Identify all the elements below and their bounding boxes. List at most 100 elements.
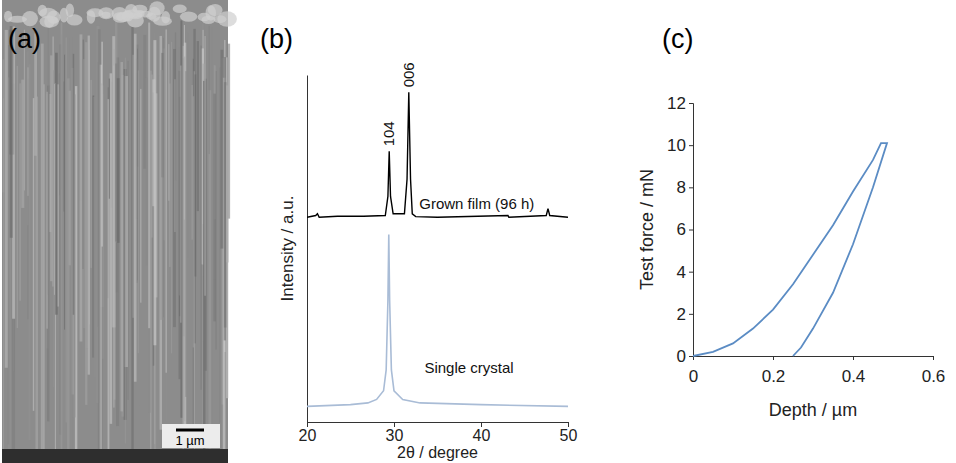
image-streak (109, 79, 110, 199)
scale-bar-patch (162, 424, 220, 448)
image-streak (224, 57, 226, 340)
tick-label: 30 (386, 427, 404, 444)
tick-mark (689, 103, 693, 104)
image-grain (180, 11, 197, 21)
tick: 50 (560, 422, 578, 444)
image-streak (139, 71, 141, 405)
scale-bar (176, 429, 204, 432)
image-streak (165, 22, 167, 420)
image-grain (206, 5, 217, 20)
image-streak (153, 40, 156, 345)
image-streak (193, 96, 195, 347)
image-streak (226, 85, 229, 262)
image-grain (4, 11, 12, 23)
image-streak (67, 78, 70, 449)
image-texture (2, 1, 236, 449)
tick: 4 (677, 263, 693, 282)
scale-bar-label: 1 µm (175, 433, 204, 448)
image-streak (19, 83, 21, 300)
axis-line (689, 104, 694, 357)
x-axis-title: Depth / µm (769, 400, 857, 420)
tick: 12 (667, 94, 693, 113)
panel-label: (a) (8, 24, 41, 54)
image-streak (53, 70, 54, 387)
image-streak (146, 78, 148, 265)
tick-label: 0.2 (762, 367, 786, 386)
tick: 40 (473, 422, 491, 444)
image-streak (160, 70, 163, 320)
image-streak (90, 80, 91, 268)
image-streak (49, 94, 51, 232)
tick: 0 (689, 356, 698, 386)
image-streak (2, 59, 4, 192)
x-axis: 0 0.2 0.4 0.6 (689, 356, 946, 386)
image-streak (168, 44, 169, 201)
tick-label: 4 (677, 263, 686, 282)
y-axis-title: Intensity / a.u. (278, 196, 297, 302)
image-grain (98, 7, 113, 19)
image-streak (183, 57, 186, 422)
image-streak (213, 94, 216, 322)
image-streak (180, 66, 182, 323)
image-streak (69, 37, 72, 449)
image-grain (173, 4, 187, 13)
image-streak (43, 84, 45, 449)
image-streak (209, 26, 210, 154)
image-grain (122, 10, 134, 21)
tick-mark (689, 145, 693, 146)
panel-a: 1 µm (a) (2, 0, 237, 463)
x-axis-title: 2θ / degree (397, 444, 478, 461)
image-streak (125, 58, 126, 444)
tick: 0.4 (842, 356, 866, 386)
load-curve (693, 143, 887, 356)
tick-mark (568, 422, 569, 427)
tick-label: 8 (677, 178, 686, 197)
image-streak (48, 23, 49, 294)
panel-label: (b) (260, 24, 293, 54)
image-streak (35, 97, 38, 449)
image-grain (39, 8, 57, 19)
tick-mark (689, 272, 693, 273)
image-streak (64, 55, 66, 330)
image-streak (204, 36, 206, 296)
image-streak (101, 42, 103, 247)
plot-area (307, 92, 568, 406)
tick-mark (689, 187, 693, 188)
tick-mark (481, 422, 482, 427)
image-streak (200, 46, 202, 390)
image-grain (214, 15, 227, 23)
tick-label: 2 (677, 305, 686, 324)
image-streak (163, 38, 165, 317)
y-axis: 024681012 (667, 94, 693, 366)
tick: 20 (299, 422, 317, 444)
series-label: Single crystal (424, 359, 513, 376)
tick: 30 (386, 422, 404, 444)
series-line (307, 235, 568, 407)
tick: 6 (677, 220, 693, 239)
image-streak (138, 71, 139, 354)
image-streak (50, 55, 52, 281)
image-streak (194, 74, 196, 276)
image-streak (5, 30, 8, 368)
tick-label: 0.4 (842, 367, 866, 386)
image-streak (73, 54, 75, 315)
image-streak (220, 50, 223, 249)
axis-line (694, 357, 934, 361)
tick-mark (689, 314, 693, 315)
series-label: Grown film (96 h) (419, 195, 534, 212)
y-axis (307, 76, 308, 423)
image-streak (61, 23, 63, 449)
image-streak (21, 80, 24, 208)
image-streak (33, 98, 34, 411)
tick: 0 (677, 347, 693, 366)
tick-label: 40 (473, 427, 491, 444)
image-grain (66, 14, 82, 25)
tick-mark (933, 356, 934, 360)
image-streak (180, 20, 182, 417)
panel-label: (c) (662, 24, 693, 54)
image-streak (80, 34, 83, 341)
tick: 2 (677, 305, 693, 324)
image-background (2, 0, 228, 463)
tick: 0.6 (922, 356, 946, 386)
image-streak (148, 23, 150, 329)
